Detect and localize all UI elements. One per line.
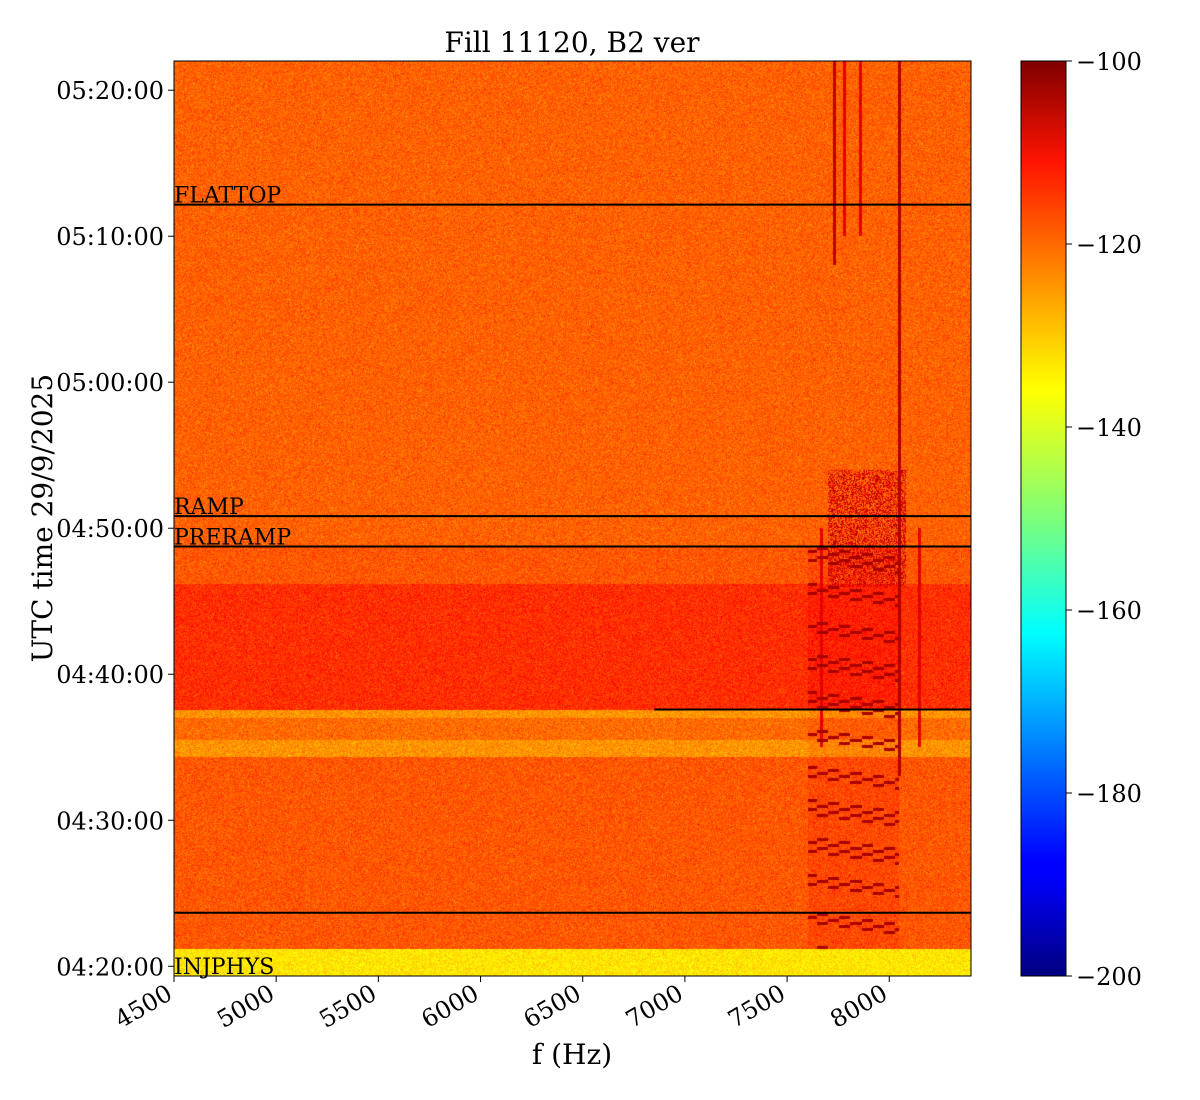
colorbar-tick-label: −140	[1076, 414, 1142, 442]
y-tick-label: 05:20:00	[56, 77, 164, 105]
x-tick-label: 6500	[519, 979, 586, 1034]
colorbar-tick-label: −100	[1076, 48, 1142, 76]
x-tick-label: 8000	[825, 979, 892, 1034]
event-marker-label: PRERAMP	[174, 525, 291, 550]
y-tick-label: 04:20:00	[56, 953, 164, 981]
colorbar-tick-label: −160	[1076, 597, 1142, 625]
colorbar-tick-label: −120	[1076, 231, 1142, 259]
colorbar-tick-label: −180	[1076, 780, 1142, 808]
x-tick-label: 5500	[314, 979, 381, 1034]
x-tick-label: 4500	[110, 979, 177, 1034]
event-marker-label: RAMP	[174, 495, 244, 520]
x-tick-label: 6000	[417, 979, 484, 1034]
y-tick-label: 05:00:00	[56, 369, 164, 397]
y-axis-label: UTC time 29/9/2025	[26, 374, 59, 662]
x-tick-label: 7500	[723, 979, 790, 1034]
plot-frame	[173, 60, 972, 977]
x-tick-label: 5000	[212, 979, 279, 1034]
colorbar-tick-label: −200	[1076, 963, 1142, 991]
colorbar	[1020, 60, 1067, 977]
x-tick-label: 7000	[621, 979, 688, 1034]
chart-title: Fill 11120, B2 ver	[444, 26, 700, 59]
event-marker-label: FLATTOP	[174, 184, 281, 209]
y-tick-label: 05:10:00	[56, 223, 164, 251]
y-tick-label: 04:30:00	[56, 807, 164, 835]
y-tick-label: 04:40:00	[56, 661, 164, 689]
spectrogram-heatmap	[174, 61, 971, 976]
x-axis-label: f (Hz)	[532, 1038, 612, 1071]
y-tick-label: 04:50:00	[56, 515, 164, 543]
